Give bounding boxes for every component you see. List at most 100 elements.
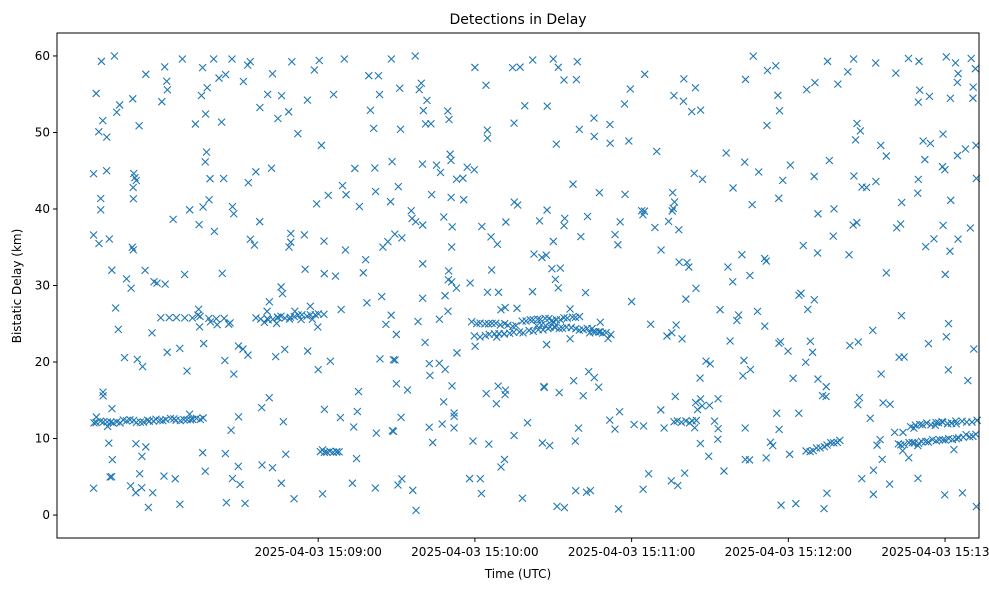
data-point bbox=[287, 57, 296, 66]
data-point bbox=[484, 440, 493, 449]
data-point bbox=[472, 319, 481, 328]
data-point bbox=[904, 54, 913, 63]
data-point bbox=[808, 348, 817, 357]
data-point bbox=[882, 152, 891, 160]
data-point bbox=[272, 319, 281, 328]
data-point bbox=[465, 474, 474, 483]
data-point bbox=[497, 463, 505, 471]
data-point bbox=[209, 55, 218, 63]
data-point bbox=[349, 423, 358, 431]
data-point bbox=[543, 206, 551, 214]
data-point bbox=[640, 70, 649, 79]
data-point bbox=[713, 435, 722, 444]
data-point bbox=[944, 319, 953, 328]
data-point bbox=[683, 258, 691, 267]
data-point bbox=[198, 63, 207, 72]
data-point bbox=[148, 328, 156, 337]
data-point bbox=[802, 85, 811, 94]
data-point bbox=[221, 70, 230, 79]
data-point bbox=[448, 222, 457, 231]
data-point bbox=[510, 119, 518, 128]
data-point bbox=[436, 168, 445, 177]
data-point bbox=[480, 319, 489, 328]
data-point bbox=[551, 323, 560, 332]
data-point bbox=[439, 397, 448, 406]
data-point bbox=[518, 494, 527, 503]
data-point bbox=[395, 84, 404, 93]
y-tick-label: 40 bbox=[35, 202, 50, 216]
data-point bbox=[291, 307, 299, 316]
data-point bbox=[108, 404, 116, 413]
data-point bbox=[106, 418, 115, 426]
data-point bbox=[823, 489, 831, 498]
data-point bbox=[582, 488, 591, 497]
data-point bbox=[904, 453, 913, 462]
data-point bbox=[513, 304, 521, 313]
data-point bbox=[554, 283, 563, 292]
data-point bbox=[590, 132, 599, 141]
data-point bbox=[122, 274, 131, 283]
data-point bbox=[823, 441, 831, 449]
data-point bbox=[720, 467, 728, 475]
data-point bbox=[660, 424, 669, 432]
data-point bbox=[533, 315, 542, 324]
data-point bbox=[969, 83, 978, 92]
data-point bbox=[320, 237, 328, 246]
data-point bbox=[371, 187, 380, 196]
data-point bbox=[89, 231, 98, 239]
data-point bbox=[843, 67, 852, 76]
data-point bbox=[670, 91, 678, 100]
data-point bbox=[829, 232, 838, 241]
data-point bbox=[427, 119, 435, 128]
data-point bbox=[234, 342, 243, 350]
y-tick-label: 10 bbox=[35, 432, 50, 446]
data-point bbox=[435, 315, 444, 324]
data-point bbox=[696, 394, 705, 403]
data-point bbox=[160, 472, 168, 481]
data-point bbox=[137, 483, 146, 492]
data-point bbox=[201, 110, 210, 118]
data-point bbox=[418, 221, 427, 229]
data-point bbox=[257, 403, 266, 412]
data-point bbox=[566, 305, 574, 313]
data-point bbox=[370, 164, 379, 172]
data-point bbox=[820, 504, 828, 513]
data-point bbox=[894, 439, 903, 448]
data-point bbox=[900, 440, 909, 449]
data-point bbox=[188, 314, 197, 322]
data-point bbox=[596, 318, 605, 327]
data-point bbox=[102, 133, 111, 141]
data-point bbox=[348, 479, 357, 488]
data-point bbox=[898, 446, 907, 455]
data-point bbox=[560, 221, 568, 230]
data-point bbox=[234, 412, 243, 421]
data-point bbox=[745, 271, 754, 280]
data-point bbox=[279, 417, 288, 426]
data-point bbox=[178, 55, 187, 63]
data-point bbox=[952, 434, 961, 443]
data-point bbox=[668, 207, 677, 215]
data-point bbox=[386, 197, 395, 206]
data-point bbox=[162, 415, 170, 424]
data-point bbox=[900, 353, 909, 361]
data-point bbox=[175, 344, 184, 353]
data-point bbox=[813, 249, 822, 257]
data-point bbox=[930, 235, 938, 243]
data-point bbox=[773, 91, 782, 100]
data-point bbox=[228, 474, 237, 483]
data-point bbox=[412, 506, 420, 515]
data-point bbox=[277, 479, 286, 488]
data-point bbox=[107, 266, 116, 275]
data-point bbox=[677, 418, 686, 427]
data-point bbox=[728, 277, 737, 286]
data-point bbox=[967, 54, 976, 63]
data-point bbox=[810, 172, 819, 181]
data-point bbox=[692, 284, 700, 293]
data-point bbox=[504, 321, 512, 330]
data-point bbox=[822, 382, 831, 391]
data-point bbox=[528, 287, 537, 296]
data-point bbox=[196, 312, 204, 321]
data-point bbox=[337, 305, 346, 314]
data-point bbox=[132, 176, 141, 185]
data-point bbox=[425, 359, 434, 368]
